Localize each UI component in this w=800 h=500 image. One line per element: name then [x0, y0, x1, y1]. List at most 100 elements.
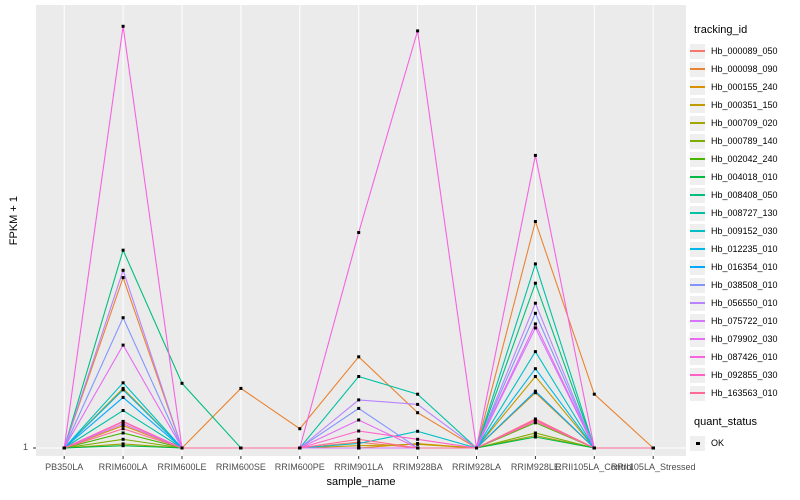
legend-item-label: Hb_092855_030 [711, 370, 778, 380]
legend-item-label: Hb_000709_020 [711, 118, 778, 128]
legend-key [690, 295, 705, 311]
x-tick-label: RRIM928LE [511, 462, 560, 472]
data-point [357, 355, 361, 359]
data-point [121, 422, 125, 426]
data-point [121, 442, 125, 446]
legend-key [690, 115, 705, 131]
data-point [298, 427, 302, 431]
data-point [121, 395, 125, 399]
data-point [357, 444, 361, 448]
data-point [357, 418, 361, 422]
legend-item: Hb_056550_010 [690, 294, 800, 312]
data-point [533, 301, 537, 305]
legend-key [690, 97, 705, 113]
legend-item-label: Hb_000089_050 [711, 46, 778, 56]
legend-item-label: Hb_004018_010 [711, 172, 778, 182]
legend-item-label: OK [711, 438, 725, 448]
x-tick-label: RRIM600PE [275, 462, 325, 472]
data-point [180, 381, 184, 385]
data-point [121, 388, 125, 392]
data-point [357, 406, 361, 410]
data-point [533, 375, 537, 378]
data-point [121, 424, 125, 428]
data-point [298, 446, 302, 450]
legend-item: Hb_087426_010 [690, 348, 800, 366]
legend-item: Hb_008408_050 [690, 186, 800, 204]
legend-item-label: Hb_079902_030 [711, 334, 778, 344]
data-point [533, 350, 537, 354]
data-point [533, 220, 537, 223]
legend-item: Hb_000155_240 [690, 78, 800, 96]
data-point [121, 276, 125, 280]
data-point [416, 392, 420, 396]
legend-item: Hb_075722_010 [690, 312, 800, 330]
x-tick-label: RRII105LA_Stressed [611, 462, 696, 472]
legend-item-label: Hb_087426_010 [711, 352, 778, 362]
quant-status-key [690, 435, 705, 451]
legend-key-line-icon [690, 392, 705, 394]
legend-item: Hb_000789_140 [690, 132, 800, 150]
legend-key-line-icon [690, 374, 705, 376]
legend-key [690, 205, 705, 221]
x-tick-label: RRIM928LA [452, 462, 501, 472]
legend-key [690, 385, 705, 401]
legend-key [690, 349, 705, 365]
legend-item-label: Hb_000155_240 [711, 82, 778, 92]
legend-key-line-icon [690, 230, 705, 232]
legend-key-line-icon [690, 302, 705, 304]
legend-key-line-icon [690, 248, 705, 250]
legend-key-line-icon [690, 212, 705, 214]
legend-item: Hb_000089_050 [690, 42, 800, 60]
legend-item-label: Hb_038508_010 [711, 280, 778, 290]
legend-key-line-icon [690, 86, 705, 88]
legend-key [690, 313, 705, 329]
legend-title-tracking-id: tracking_id [694, 24, 748, 36]
legend-item: Hb_000351_150 [690, 96, 800, 114]
data-point [239, 386, 243, 390]
data-point [357, 442, 361, 445]
legend-key-line-icon [690, 68, 705, 70]
data-point [121, 427, 125, 431]
data-point [592, 392, 596, 396]
data-point [62, 446, 66, 450]
x-tick-label: RRIM600LA [99, 462, 148, 472]
legend-key-line-icon [690, 194, 705, 196]
data-point [121, 431, 125, 435]
data-point [533, 322, 537, 326]
data-point [533, 419, 537, 423]
data-point [416, 29, 420, 33]
data-point [121, 24, 125, 28]
legend-key-line-icon [690, 50, 705, 52]
x-tick-label: RRIM600SE [216, 462, 266, 472]
legend-key-line-icon [690, 158, 705, 160]
legend-item: Hb_092855_030 [690, 366, 800, 384]
legend-item-label: Hb_008408_050 [711, 190, 778, 200]
legend-title-quant-status: quant_status [694, 416, 757, 428]
data-point [121, 316, 125, 320]
legend-item: Hb_012235_010 [690, 240, 800, 258]
legend-item: Hb_004018_010 [690, 168, 800, 186]
data-point [533, 153, 537, 157]
data-point [121, 437, 125, 441]
data-point [121, 248, 125, 252]
legend-key [690, 133, 705, 149]
legend-key [690, 79, 705, 95]
data-point [357, 437, 361, 441]
legend-key [690, 241, 705, 257]
legend-item-label: Hb_012235_010 [711, 244, 778, 254]
legend-key [690, 61, 705, 77]
legend-key [690, 277, 705, 293]
panel-background [36, 5, 686, 456]
x-tick-label: RRII105LA_Control [555, 462, 633, 472]
legend-key [690, 367, 705, 383]
legend-key-line-icon [690, 104, 705, 106]
legend-item: Hb_000709_020 [690, 114, 800, 132]
data-point [533, 326, 537, 330]
legend-key [690, 187, 705, 203]
data-point [533, 431, 537, 435]
legend-item: Hb_163563_010 [690, 384, 800, 402]
legend-item-label: Hb_008727_130 [711, 208, 778, 218]
data-point [121, 444, 125, 448]
legend-key-line-icon [690, 356, 705, 358]
